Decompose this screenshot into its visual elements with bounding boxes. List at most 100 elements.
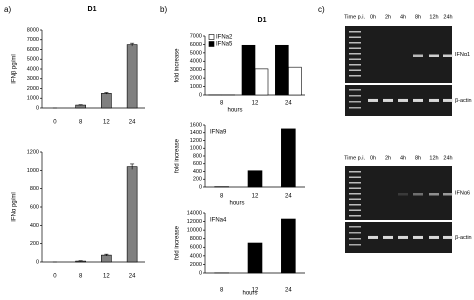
error-bar (78, 260, 83, 262)
ladder-band (349, 64, 361, 66)
lane-label: 24h (443, 155, 452, 161)
band (413, 235, 423, 239)
y-axis-label: fold increase (175, 225, 181, 260)
band (398, 193, 408, 196)
y-axis-label: IFNβ pg/ml (12, 54, 18, 83)
x-tick-label: 8 (220, 194, 224, 200)
error-bar (130, 163, 135, 170)
y-tick-label: 1000 (27, 168, 39, 174)
x-tick-label: 8 (220, 288, 224, 294)
y-tick-label: 1600 (190, 122, 202, 128)
x-tick-label: 8 (79, 120, 83, 126)
ladder-band (349, 75, 361, 77)
lane-label: 4h (400, 14, 406, 20)
band (383, 98, 393, 102)
lane-label: 24h (443, 14, 452, 20)
error-bar (130, 42, 135, 47)
x-tick-label: 24 (285, 288, 292, 294)
y-tick-label: 0 (36, 259, 39, 265)
y-tick-label: 5000 (27, 57, 39, 63)
y-tick-label: 4000 (27, 66, 39, 72)
lane-label: 12h (429, 14, 438, 20)
ladder-band (349, 187, 361, 189)
ladder-band (349, 238, 361, 240)
y-tick-label: 800 (30, 186, 39, 192)
ladder-band (349, 36, 361, 38)
band (413, 98, 423, 102)
ladder-band (349, 244, 361, 246)
y-tick-label: 400 (193, 169, 202, 175)
bar (275, 44, 289, 96)
bar (281, 218, 296, 274)
y-tick-label: 8000 (190, 236, 202, 242)
y-tick-label: 200 (30, 241, 39, 247)
band (398, 235, 408, 239)
band (413, 193, 423, 196)
y-tick-label: 2000 (27, 86, 39, 92)
y-tick-label: 2000 (190, 76, 202, 82)
bar (101, 93, 112, 109)
x-tick-label: 24 (285, 101, 292, 107)
lane-label: 4h (400, 155, 406, 161)
target-label: IFNα1 (455, 52, 470, 58)
ladder-band (349, 204, 361, 206)
chart-title: D1 (258, 17, 267, 24)
bar (75, 104, 86, 109)
ladder-band (349, 193, 361, 195)
panel-label: b) (160, 5, 167, 14)
y-tick-label: 1200 (190, 138, 202, 144)
band (429, 54, 439, 57)
ladder-band (349, 31, 361, 33)
y-tick-label: 800 (193, 153, 202, 159)
ladder-band (349, 232, 361, 234)
x-tick-label: 12 (103, 274, 110, 280)
bar (281, 128, 296, 188)
y-tick-label: 0 (36, 105, 39, 111)
ladder-band (349, 47, 361, 49)
ladder-band (349, 226, 361, 228)
control-label: β-actin (455, 98, 472, 104)
y-tick-label: 0 (199, 184, 202, 190)
lane-label: 2h (385, 155, 391, 161)
y-axis-label: IFNα pg/ml (12, 192, 18, 221)
band (413, 54, 423, 57)
target-label: IFNα6 (455, 190, 470, 196)
ladder-band (349, 171, 361, 173)
x-axis-label: hours (227, 108, 242, 114)
band (429, 235, 439, 239)
band (443, 193, 453, 196)
y-tick-label: 0 (199, 92, 202, 98)
ladder-band (349, 69, 361, 71)
y-tick-label: 1000 (190, 146, 202, 152)
y-tick-label: 3000 (190, 67, 202, 73)
y-tick-label: 14000 (187, 210, 202, 216)
bar (126, 44, 138, 109)
ladder-band (349, 95, 361, 97)
lane-label: 8h (415, 14, 421, 20)
x-tick-label: 12 (252, 288, 259, 294)
error-bar (104, 253, 109, 257)
y-tick-label: 600 (193, 161, 202, 167)
ladder-band (349, 198, 361, 200)
time-label: Time p.i. (344, 14, 365, 20)
legend-label: IFNa2 (216, 35, 233, 41)
y-axis-label: fold increase (175, 48, 181, 83)
y-tick-label: 7000 (190, 33, 202, 39)
y-tick-label: 12000 (187, 219, 202, 225)
band (443, 98, 453, 102)
ladder-band (349, 182, 361, 184)
ladder-band (349, 89, 361, 91)
band (398, 98, 408, 102)
x-tick-label: 24 (129, 120, 136, 126)
x-tick-label: 24 (285, 194, 292, 200)
x-axis-label: hours (242, 291, 257, 297)
ladder-band (349, 107, 361, 109)
legend-swatch (208, 41, 215, 47)
ladder-band (349, 215, 361, 217)
y-tick-label: 1000 (190, 84, 202, 90)
legend-label: IFNa5 (216, 42, 233, 48)
x-tick-label: 8 (79, 274, 83, 280)
ladder-band (349, 53, 361, 55)
y-tick-label: 10000 (187, 228, 202, 234)
y-tick-label: 600 (30, 204, 39, 210)
